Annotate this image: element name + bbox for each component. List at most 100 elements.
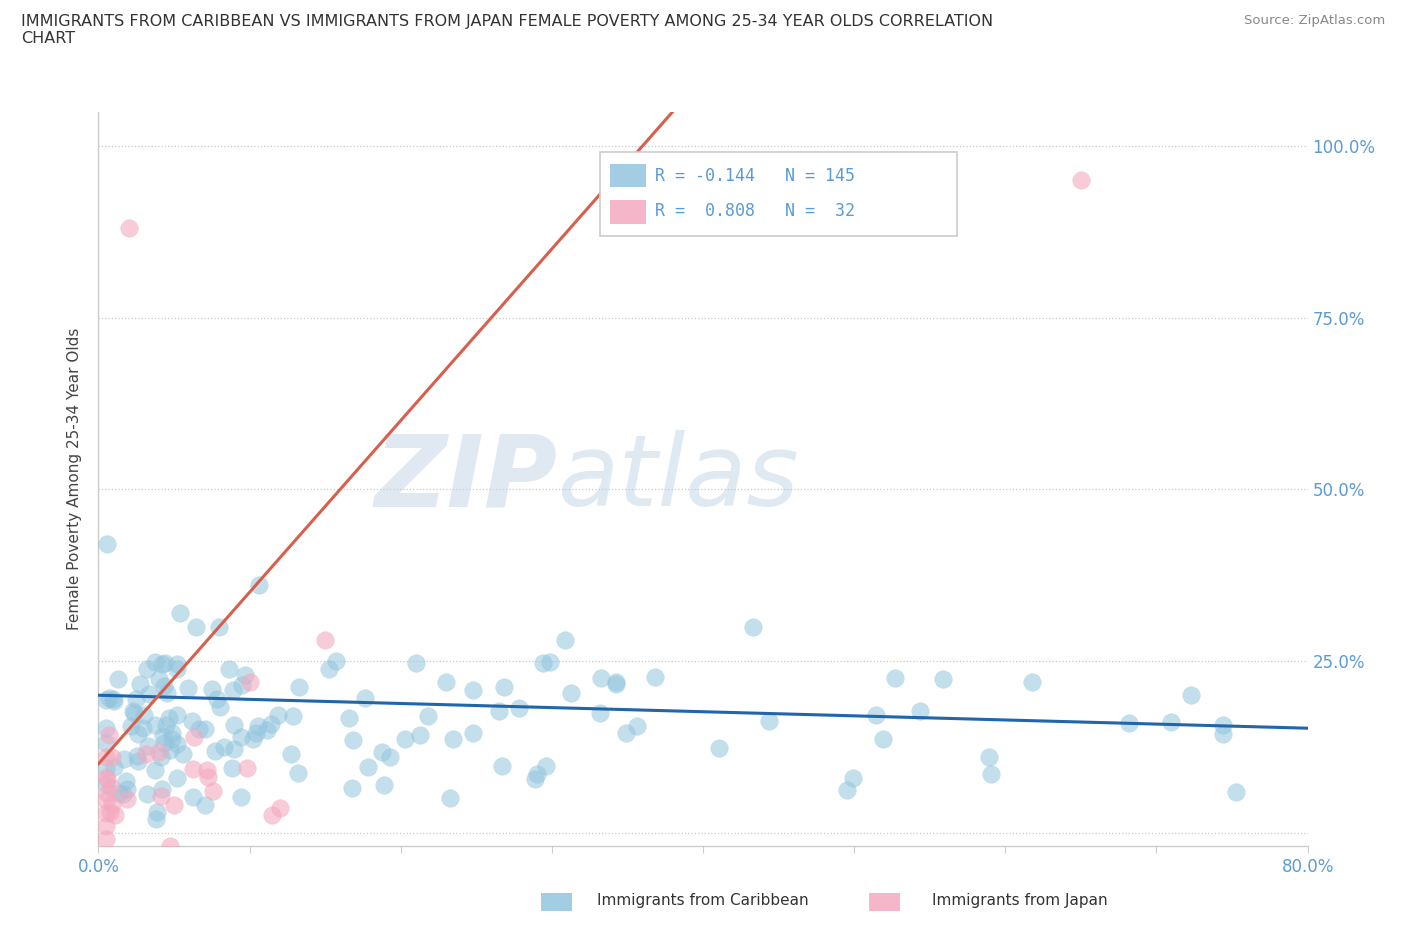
Point [280,747,302,762]
Point [208,700,231,715]
Point [149,789,172,804]
Point [325,654,347,669]
Point [434,674,457,689]
Point [135,747,157,762]
Text: Source: ZipAtlas.com: Source: ZipAtlas.com [1244,14,1385,27]
Point [239,674,262,689]
Point [508,700,530,715]
Point [245,725,267,740]
Point [872,732,894,747]
Point [121,703,143,718]
Point [166,657,188,671]
Point [626,718,648,733]
Point [980,766,1002,781]
Point [931,672,953,687]
Point [159,839,181,854]
Point [166,770,188,785]
Point [148,744,170,759]
Point [115,773,138,788]
Point [979,750,1001,764]
Text: R =  0.808   N =  32: R = 0.808 N = 32 [655,202,855,220]
Point [136,738,159,753]
Point [115,781,138,796]
Point [197,769,219,784]
Point [124,706,146,721]
Point [202,783,225,798]
Point [152,678,174,693]
Point [104,807,127,822]
Point [221,761,243,776]
Point [536,758,558,773]
Point [148,671,170,686]
Point [491,759,513,774]
Point [150,658,173,672]
Point [163,797,186,812]
Point [231,729,253,744]
Point [195,763,218,777]
Point [150,781,173,796]
Point [1021,674,1043,689]
Point [378,750,401,764]
Text: Immigrants from Japan: Immigrants from Japan [932,893,1107,908]
Point [160,732,183,747]
Point [538,655,561,670]
Point [373,777,395,792]
Point [842,771,865,786]
Point [127,749,149,764]
Point [287,765,309,780]
Point [121,719,143,734]
Point [94,750,117,764]
Point [353,690,375,705]
Point [152,728,174,743]
Point [218,662,240,677]
Text: R = -0.144   N = 145: R = -0.144 N = 145 [655,166,855,185]
Point [405,656,427,671]
Point [138,686,160,701]
Point [98,727,121,742]
Point [103,760,125,775]
Point [169,605,191,620]
Text: Immigrants from Caribbean: Immigrants from Caribbean [598,893,808,908]
Point [865,708,887,723]
Point [111,787,134,802]
Point [166,708,188,723]
Point [742,619,765,634]
Point [242,731,264,746]
Point [707,740,730,755]
Point [370,745,392,760]
Point [132,721,155,736]
Point [172,747,194,762]
Point [441,731,464,746]
Point [394,732,416,747]
Point [207,692,229,707]
Point [155,718,177,733]
Point [101,797,124,812]
Point [166,737,188,751]
Point [101,750,124,764]
Point [103,692,125,707]
Point [188,722,211,737]
Point [837,782,859,797]
Point [1160,714,1182,729]
Point [214,739,236,754]
Point [143,717,166,732]
Point [183,729,205,744]
Point [150,750,173,764]
Point [262,807,284,822]
Point [246,718,269,733]
Point [127,726,149,741]
Point [337,711,360,725]
Text: IMMIGRANTS FROM CARIBBEAN VS IMMIGRANTS FROM JAPAN FEMALE POVERTY AMONG 25-34 YE: IMMIGRANTS FROM CARIBBEAN VS IMMIGRANTS … [21,14,993,46]
Point [143,763,166,777]
Point [94,832,117,847]
Point [108,786,131,801]
Point [560,686,582,701]
Point [488,703,510,718]
Point [181,713,204,728]
Point [177,681,200,696]
Point [96,772,118,787]
Point [318,662,340,677]
Point [267,708,290,723]
Point [224,718,246,733]
Point [153,656,176,671]
